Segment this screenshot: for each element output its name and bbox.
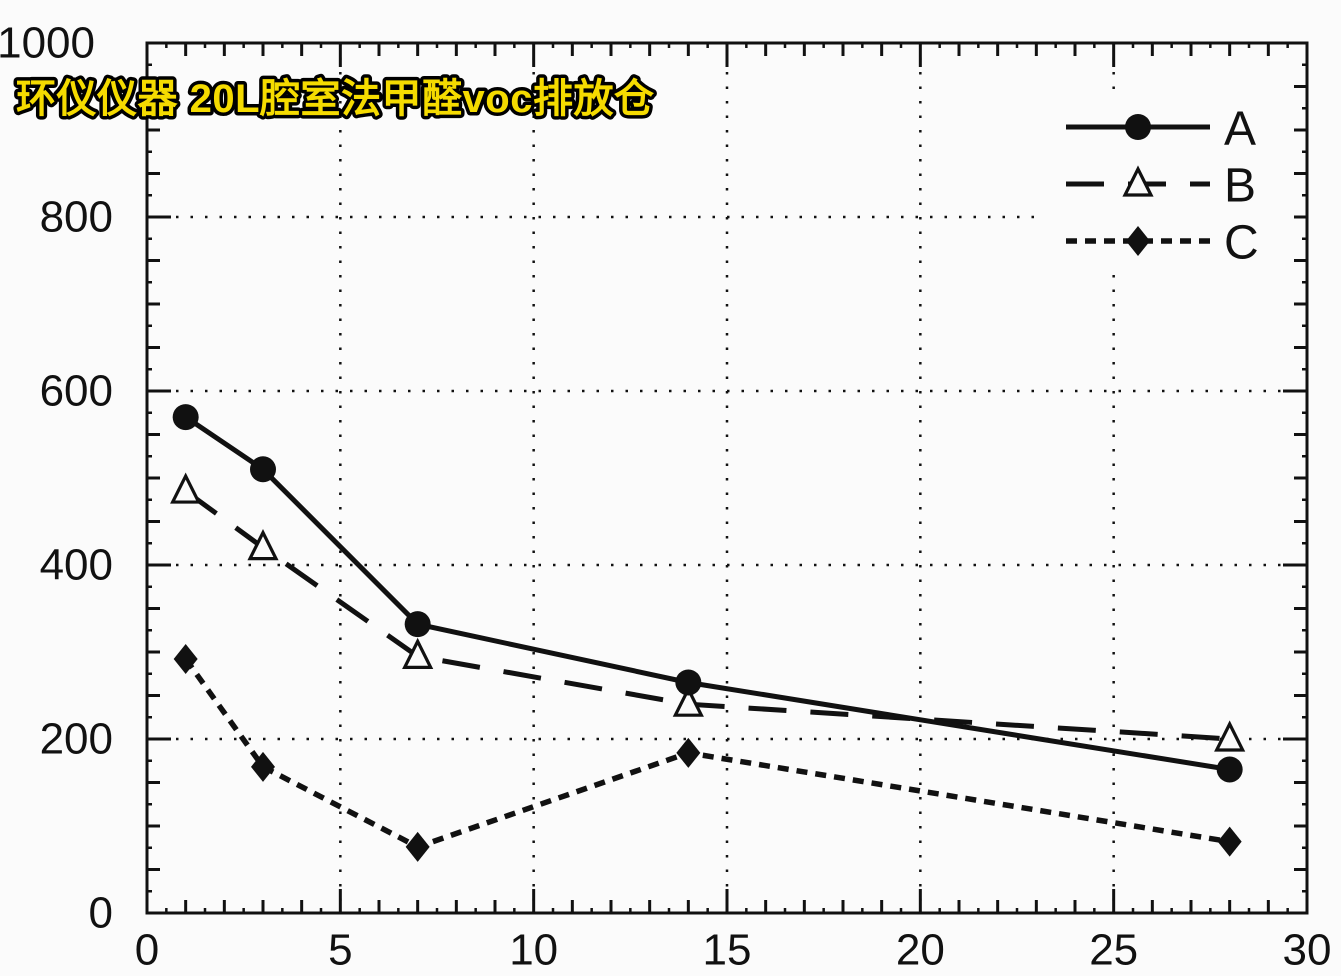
legend-label-C: C bbox=[1224, 217, 1259, 270]
series-C-marker bbox=[251, 751, 275, 782]
series-C-marker bbox=[1217, 826, 1242, 857]
legend-background bbox=[1046, 96, 1294, 266]
series-B-marker bbox=[1122, 165, 1154, 197]
series-B-marker bbox=[1214, 720, 1246, 752]
series-C bbox=[173, 643, 1242, 862]
series-B-line bbox=[184, 489, 1230, 742]
x-axis-label-30: 30 bbox=[1283, 926, 1332, 975]
series-A-marker bbox=[172, 404, 199, 431]
axis-ticks bbox=[145, 41, 1309, 915]
series-B-marker bbox=[402, 637, 434, 669]
series-B bbox=[170, 472, 1246, 752]
y-axis-label-800: 800 bbox=[40, 193, 113, 242]
legend: ABC bbox=[1046, 96, 1294, 270]
x-axis-label-0: 0 bbox=[135, 926, 159, 975]
series-A-marker bbox=[1125, 114, 1151, 140]
x-axis-label-5: 5 bbox=[328, 926, 352, 975]
series-A-marker bbox=[675, 669, 702, 696]
axis-labels: 0 5 10 15 20 25 30 0 200 400 600 800 1000 bbox=[0, 19, 1331, 975]
y-axis-label-1000: 1000 bbox=[0, 19, 95, 68]
chart-title: 环仪仪器 20L腔室法甲醛voc排放仓 bbox=[16, 77, 655, 121]
x-axis-label-15: 15 bbox=[703, 926, 752, 975]
legend-item-B: B bbox=[1066, 160, 1256, 213]
legend-label-B: B bbox=[1224, 160, 1256, 213]
x-axis-label-10: 10 bbox=[509, 926, 558, 975]
series-C-marker bbox=[173, 643, 198, 674]
series-A-marker bbox=[1216, 756, 1243, 783]
series-C-marker bbox=[676, 737, 701, 768]
series-A bbox=[172, 404, 1243, 783]
y-axis-label-200: 200 bbox=[40, 715, 113, 764]
series-B-marker bbox=[170, 472, 202, 504]
y-axis-label-600: 600 bbox=[40, 367, 113, 416]
series-C-marker bbox=[1126, 226, 1150, 256]
legend-item-A: A bbox=[1066, 103, 1256, 156]
series-A-marker bbox=[250, 456, 276, 483]
series-C-marker bbox=[405, 831, 430, 862]
series-B-marker bbox=[247, 529, 279, 561]
legend-item-C: C bbox=[1066, 217, 1259, 270]
series-A-marker bbox=[404, 611, 431, 638]
y-axis-label-400: 400 bbox=[40, 541, 113, 590]
series-B-marker bbox=[672, 685, 704, 717]
x-axis-label-20: 20 bbox=[896, 926, 945, 975]
x-axis-label-25: 25 bbox=[1089, 926, 1138, 975]
legend-label-A: A bbox=[1224, 103, 1256, 156]
series-A-line bbox=[184, 415, 1231, 772]
y-axis-label-0: 0 bbox=[89, 889, 113, 938]
